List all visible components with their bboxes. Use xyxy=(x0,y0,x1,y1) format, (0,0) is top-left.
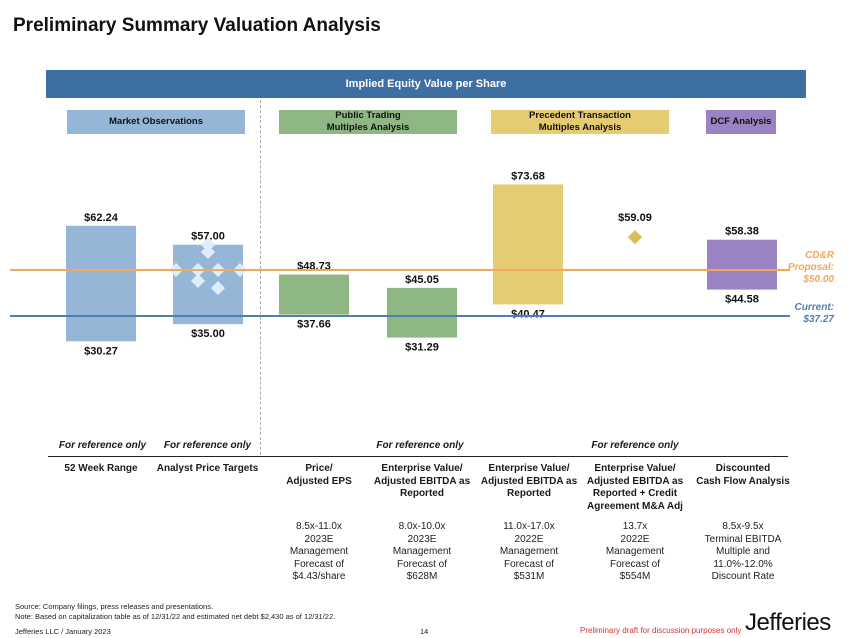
footer-company-date: Jefferies LLC / January 2023 xyxy=(15,627,111,636)
bar-low-label: $30.27 xyxy=(84,345,118,357)
reference-note-analyst: For reference only xyxy=(163,440,252,451)
bar-high-label: $62.24 xyxy=(84,212,119,224)
method-label: Enterprise Value/Adjusted EBITDA as Repor… xyxy=(373,463,471,499)
reference-line-label: Current: $37.27 xyxy=(795,302,835,325)
range-bar xyxy=(66,225,136,342)
category-precedent-transaction: Precedent Transaction Multiples Analysis xyxy=(491,110,669,134)
bar-low-label: $44.58 xyxy=(725,294,759,306)
analyst-target-marker xyxy=(190,273,206,288)
reference-line-label: CD&R Proposal: $50.00 xyxy=(788,250,835,285)
category-market-observations: Market Observations xyxy=(67,110,245,134)
method-label: Enterprise Value/Adjusted EBITDA as Repor… xyxy=(586,463,684,512)
bar-low-label: $31.29 xyxy=(405,342,439,354)
footnote-source: Source: Company filings, press releases … xyxy=(15,602,214,611)
page-number: 14 xyxy=(420,627,429,636)
category-dcf-analysis: DCF Analysis xyxy=(706,110,776,134)
analyst-target-marker xyxy=(200,237,216,252)
bar-high-label: $73.68 xyxy=(511,170,545,182)
method-label: Enterprise Value/Adjusted EBITDA as Repor… xyxy=(480,463,578,499)
method-detail: 13.7x 2022E Management Forecast of $554M xyxy=(605,521,665,582)
bar-low-label: $35.00 xyxy=(191,328,225,340)
methodology-rule xyxy=(48,456,788,457)
reference-note-52-week: For reference only xyxy=(58,440,147,451)
bar-high-label: $58.38 xyxy=(725,226,759,238)
method-label: Analyst Price Targets xyxy=(156,463,259,474)
method-label: 52 Week Range xyxy=(64,463,138,474)
range-bar xyxy=(387,287,457,338)
reference-note-trading: For reference only xyxy=(376,440,464,451)
method-detail: 8.5x-11.0x 2023E Management Forecast of $4.4… xyxy=(289,521,349,582)
method-detail: 11.0x-17.0x 2022E Management Forecast of $53… xyxy=(499,521,559,582)
draft-notice: Preliminary draft for discussion purpose… xyxy=(580,626,742,635)
bar-low-label: $40.47 xyxy=(511,308,545,320)
bar-high-label: $57.00 xyxy=(191,231,225,243)
category-public-trading: Public Trading Multiples Analysis xyxy=(279,110,457,134)
analyst-target-marker xyxy=(200,244,216,260)
section-divider xyxy=(260,100,261,455)
jefferies-logo: Jefferies xyxy=(745,609,831,636)
bar-high-label: $45.05 xyxy=(405,274,439,286)
bar-low-label: $37.66 xyxy=(297,319,331,331)
reference-note-precedent: For reference only xyxy=(591,440,679,451)
method-detail: 8.5x-9.5x Terminal EBITDA Multiple and 11.0… xyxy=(704,521,782,582)
range-bar xyxy=(707,239,777,290)
method-label: Discounted Cash Flow Analysis xyxy=(696,463,790,487)
point-marker xyxy=(627,230,643,245)
point-label: $59.09 xyxy=(618,212,652,224)
analyst-target-marker xyxy=(210,280,226,296)
range-bar xyxy=(493,184,563,305)
method-label: Price/Adjusted EPS xyxy=(286,463,352,487)
banner-implied-equity-value: Implied Equity Value per Share xyxy=(46,70,806,98)
valuation-football-field-chart: $62.24$30.27$57.00$35.00$48.73$37.66$45.… xyxy=(10,170,835,357)
footnote-note: Note: Based on capitalization table as o… xyxy=(15,612,336,621)
method-detail: 8.0x-10.0x 2023E Management Forecast of $628… xyxy=(392,521,452,582)
range-bar xyxy=(279,274,349,315)
page-title: Preliminary Summary Valuation Analysis xyxy=(13,15,381,36)
